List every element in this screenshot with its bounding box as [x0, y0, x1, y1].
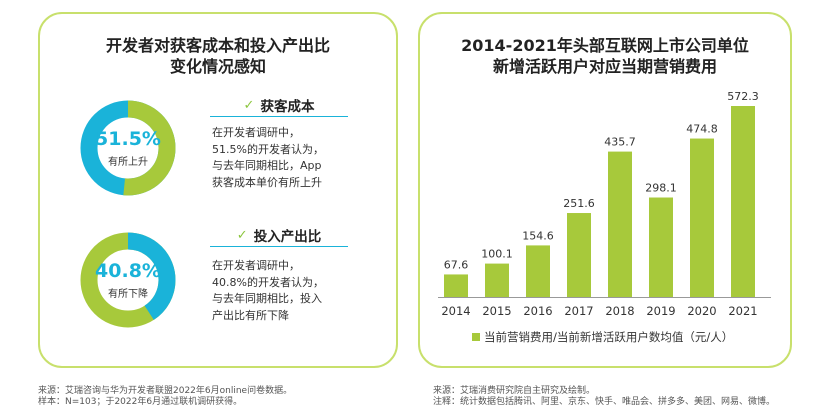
- value-label-2016: 154.6: [522, 229, 554, 242]
- desc-line: 产出比有所下降: [212, 308, 289, 322]
- description-roi: 在开发者调研中， 40.8%的开发者认为， 与去年同期相比，投入 产出比有所下降: [212, 258, 362, 324]
- x-tick-label-2020: 2020: [687, 304, 716, 318]
- value-label-2019: 298.1: [645, 182, 677, 195]
- x-tick-label-2018: 2018: [605, 304, 634, 318]
- description-acquisition-cost: 在开发者调研中， 51.5%的开发者认为， 与去年同期相比，App 获客成本单价…: [212, 125, 362, 191]
- donut-arc-acquisition-cost: [80, 100, 176, 196]
- desc-line: 51.5%的开发者认为，: [212, 142, 324, 156]
- bar-2014: [444, 274, 468, 297]
- bar-2016: [526, 245, 550, 297]
- right-panel: 2014-2021年头部互联网上市公司单位 新增活跃用户对应当期营销费用 67.…: [418, 12, 792, 368]
- desc-line: 在开发者调研中，: [212, 126, 300, 139]
- value-label-2020: 474.8: [686, 123, 718, 136]
- donut-ring-acquisition-cost: [80, 100, 176, 196]
- right-remark-note: 注释：统计数据包括腾讯、阿里、京东、快手、唯品会、拼多多、美团、网易、微博。: [433, 397, 776, 407]
- bar-2021: [731, 106, 755, 297]
- check-icon: ✓: [236, 227, 248, 243]
- desc-line: 获客成本单价有所上升: [212, 175, 322, 189]
- x-tick-label-2014: 2014: [441, 304, 470, 318]
- desc-line: 与去年同期相比，App: [212, 159, 322, 172]
- caption-roi: 有所下降: [108, 289, 148, 300]
- value-label-2015: 100.1: [481, 248, 513, 261]
- legend-label: 当前营销费用/当前新增活跃用户数均值（元/人）: [484, 330, 733, 344]
- bar-2015: [485, 263, 509, 297]
- value-label-2021: 572.3: [727, 90, 759, 103]
- bar-2018: [608, 151, 632, 297]
- right-source-note: 来源：艾瑞消费研究院自主研究及绘制。: [433, 386, 596, 396]
- donut-arc-roi: [80, 232, 176, 328]
- x-tick-label-2019: 2019: [646, 304, 675, 318]
- x-tick-label-2016: 2016: [523, 304, 552, 318]
- x-tick-label-2017: 2017: [564, 304, 593, 318]
- desc-line: 40.8%的开发者认为，: [212, 275, 324, 289]
- caption-acquisition-cost: 有所上升: [108, 157, 148, 168]
- x-tick-label-2021: 2021: [728, 304, 757, 318]
- value-label-2014: 67.6: [444, 258, 469, 271]
- percent-label-acquisition-cost: 51.5%: [95, 128, 161, 150]
- section-heading-roi: ✓ 投入产出比: [210, 224, 348, 247]
- left-title-line1: 开发者对获客成本和投入产出比: [105, 36, 330, 55]
- bar-2019: [649, 197, 673, 297]
- donut-ring-roi: [80, 232, 176, 328]
- legend-swatch: [472, 333, 480, 341]
- chart-title-line1: 2014-2021年头部互联网上市公司单位: [461, 36, 749, 55]
- donut-chart-roi: 40.8% 有所下降: [80, 232, 176, 328]
- left-panel: 开发者对获客成本和投入产出比 变化情况感知 51.5% 有所上升 ✓ 获客成本 …: [38, 12, 398, 368]
- left-sample-note: 样本：N=103；于2022年6月通过联机调研获得。: [38, 397, 243, 407]
- percent-label-roi: 40.8%: [95, 260, 161, 282]
- desc-line: 与去年同期相比，投入: [212, 292, 322, 305]
- chart-title-line2: 新增活跃用户对应当期营销费用: [492, 57, 717, 76]
- section-heading-acquisition-cost: ✓ 获客成本: [210, 94, 348, 117]
- heading-text-acquisition-cost: 获客成本: [260, 99, 315, 115]
- left-source-note: 来源：艾瑞咨询与华为开发者联盟2022年6月online问卷数据。: [38, 386, 293, 396]
- value-label-2018: 435.7: [604, 136, 636, 149]
- x-tick-label-2015: 2015: [482, 304, 511, 318]
- check-icon: ✓: [243, 97, 255, 113]
- donut-center-roi: 40.8% 有所下降: [80, 232, 176, 328]
- bar-2017: [567, 213, 591, 297]
- bar-2020: [690, 138, 714, 297]
- donut-chart-acquisition-cost: 51.5% 有所上升: [80, 100, 176, 196]
- heading-text-roi: 投入产出比: [253, 229, 322, 245]
- left-title-line2: 变化情况感知: [169, 57, 266, 76]
- bar-chart: 67.6 2014 100.1 2015 154.6 2016 251.6 2017 435.7…: [438, 90, 771, 344]
- value-label-2017: 251.6: [563, 197, 595, 210]
- desc-line: 在开发者调研中，: [212, 259, 300, 272]
- donut-center-acquisition-cost: 51.5% 有所上升: [80, 100, 176, 196]
